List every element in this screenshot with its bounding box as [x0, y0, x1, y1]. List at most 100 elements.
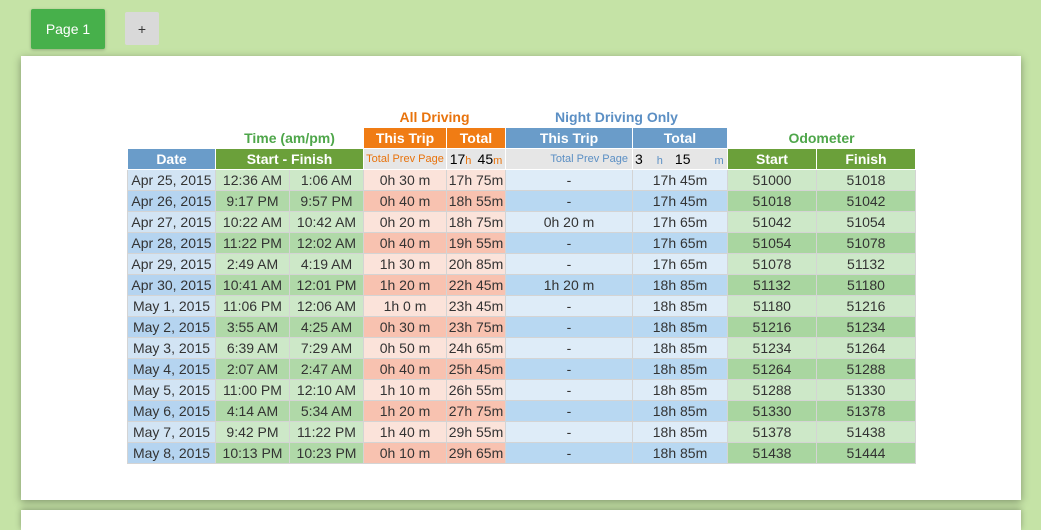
- night-total-cell[interactable]: 18h 85m: [632, 316, 728, 338]
- night-total-cell[interactable]: 18h 85m: [632, 358, 728, 380]
- finish-time-cell[interactable]: 1:06 AM: [289, 169, 364, 191]
- trip-duration-cell[interactable]: 0h 30 m: [363, 169, 447, 191]
- night-trip-cell[interactable]: 1h 20 m: [505, 274, 633, 296]
- odometer-start-cell[interactable]: 51054: [727, 232, 817, 254]
- night-total-cell[interactable]: 17h 65m: [632, 253, 728, 275]
- night-total-cell[interactable]: 18h 85m: [632, 421, 728, 443]
- trip-duration-cell[interactable]: 1h 40 m: [363, 421, 447, 443]
- start-time-cell[interactable]: 4:14 AM: [215, 400, 290, 422]
- trip-duration-cell[interactable]: 0h 40 m: [363, 358, 447, 380]
- night-total-cell[interactable]: 18h 85m: [632, 379, 728, 401]
- odometer-finish-cell[interactable]: 51042: [816, 190, 916, 212]
- finish-time-cell[interactable]: 10:23 PM: [289, 442, 364, 464]
- trip-duration-cell[interactable]: 1h 20 m: [363, 274, 447, 296]
- night-trip-cell[interactable]: -: [505, 190, 633, 212]
- night-trip-cell[interactable]: -: [505, 295, 633, 317]
- total-duration-cell[interactable]: 17h 75m: [446, 169, 506, 191]
- night-total-cell[interactable]: 17h 45m: [632, 169, 728, 191]
- odometer-start-cell[interactable]: 51216: [727, 316, 817, 338]
- trip-duration-cell[interactable]: 0h 20 m: [363, 211, 447, 233]
- date-cell[interactable]: May 8, 2015: [127, 442, 216, 464]
- total-duration-cell[interactable]: 26h 55m: [446, 379, 506, 401]
- odometer-finish-cell[interactable]: 51180: [816, 274, 916, 296]
- night-total-cell[interactable]: 18h 85m: [632, 274, 728, 296]
- start-time-cell[interactable]: 9:17 PM: [215, 190, 290, 212]
- finish-time-cell[interactable]: 12:01 PM: [289, 274, 364, 296]
- add-page-button[interactable]: +: [125, 12, 159, 45]
- night-trip-cell[interactable]: -: [505, 358, 633, 380]
- finish-time-cell[interactable]: 12:02 AM: [289, 232, 364, 254]
- odometer-finish-cell[interactable]: 51018: [816, 169, 916, 191]
- tab-page-1[interactable]: Page 1: [31, 9, 105, 49]
- start-time-cell[interactable]: 2:07 AM: [215, 358, 290, 380]
- odometer-finish-cell[interactable]: 51234: [816, 316, 916, 338]
- odometer-start-cell[interactable]: 51000: [727, 169, 817, 191]
- night-trip-cell[interactable]: -: [505, 232, 633, 254]
- total-duration-cell[interactable]: 29h 65m: [446, 442, 506, 464]
- start-time-cell[interactable]: 9:42 PM: [215, 421, 290, 443]
- trip-duration-cell[interactable]: 1h 20 m: [363, 400, 447, 422]
- night-trip-cell[interactable]: -: [505, 337, 633, 359]
- total-duration-cell[interactable]: 24h 65m: [446, 337, 506, 359]
- trip-duration-cell[interactable]: 0h 30 m: [363, 316, 447, 338]
- start-time-cell[interactable]: 2:49 AM: [215, 253, 290, 275]
- date-cell[interactable]: May 5, 2015: [127, 379, 216, 401]
- date-cell[interactable]: May 2, 2015: [127, 316, 216, 338]
- finish-time-cell[interactable]: 5:34 AM: [289, 400, 364, 422]
- odometer-start-cell[interactable]: 51234: [727, 337, 817, 359]
- odometer-finish-cell[interactable]: 51264: [816, 337, 916, 359]
- finish-time-cell[interactable]: 7:29 AM: [289, 337, 364, 359]
- start-time-cell[interactable]: 11:22 PM: [215, 232, 290, 254]
- odometer-finish-cell[interactable]: 51132: [816, 253, 916, 275]
- total-duration-cell[interactable]: 25h 45m: [446, 358, 506, 380]
- trip-duration-cell[interactable]: 0h 50 m: [363, 337, 447, 359]
- night-total-cell[interactable]: 17h 45m: [632, 190, 728, 212]
- finish-time-cell[interactable]: 9:57 PM: [289, 190, 364, 212]
- total-duration-cell[interactable]: 18h 55m: [446, 190, 506, 212]
- finish-time-cell[interactable]: 2:47 AM: [289, 358, 364, 380]
- night-trip-cell[interactable]: -: [505, 442, 633, 464]
- night-trip-cell[interactable]: -: [505, 379, 633, 401]
- date-cell[interactable]: May 7, 2015: [127, 421, 216, 443]
- night-trip-cell[interactable]: -: [505, 253, 633, 275]
- odometer-start-cell[interactable]: 51438: [727, 442, 817, 464]
- date-cell[interactable]: Apr 28, 2015: [127, 232, 216, 254]
- start-time-cell[interactable]: 6:39 AM: [215, 337, 290, 359]
- date-cell[interactable]: May 4, 2015: [127, 358, 216, 380]
- start-time-cell[interactable]: 11:00 PM: [215, 379, 290, 401]
- date-cell[interactable]: Apr 25, 2015: [127, 169, 216, 191]
- trip-duration-cell[interactable]: 0h 40 m: [363, 190, 447, 212]
- total-duration-cell[interactable]: 18h 75m: [446, 211, 506, 233]
- total-duration-cell[interactable]: 23h 45m: [446, 295, 506, 317]
- odometer-start-cell[interactable]: 51288: [727, 379, 817, 401]
- date-cell[interactable]: May 1, 2015: [127, 295, 216, 317]
- odometer-start-cell[interactable]: 51378: [727, 421, 817, 443]
- finish-time-cell[interactable]: 4:19 AM: [289, 253, 364, 275]
- night-trip-cell[interactable]: -: [505, 400, 633, 422]
- odometer-finish-cell[interactable]: 51444: [816, 442, 916, 464]
- start-time-cell[interactable]: 10:22 AM: [215, 211, 290, 233]
- trip-duration-cell[interactable]: 0h 10 m: [363, 442, 447, 464]
- start-time-cell[interactable]: 12:36 AM: [215, 169, 290, 191]
- finish-time-cell[interactable]: 4:25 AM: [289, 316, 364, 338]
- odometer-finish-cell[interactable]: 51054: [816, 211, 916, 233]
- total-duration-cell[interactable]: 23h 75m: [446, 316, 506, 338]
- odometer-finish-cell[interactable]: 51378: [816, 400, 916, 422]
- total-duration-cell[interactable]: 22h 45m: [446, 274, 506, 296]
- night-total-cell[interactable]: 18h 85m: [632, 442, 728, 464]
- start-time-cell[interactable]: 10:41 AM: [215, 274, 290, 296]
- all-prev-page-total[interactable]: 17h 45m: [446, 148, 506, 170]
- finish-time-cell[interactable]: 11:22 PM: [289, 421, 364, 443]
- odometer-finish-cell[interactable]: 51438: [816, 421, 916, 443]
- total-duration-cell[interactable]: 27h 75m: [446, 400, 506, 422]
- night-total-cell[interactable]: 18h 85m: [632, 337, 728, 359]
- date-cell[interactable]: Apr 29, 2015: [127, 253, 216, 275]
- date-cell[interactable]: May 3, 2015: [127, 337, 216, 359]
- finish-time-cell[interactable]: 12:10 AM: [289, 379, 364, 401]
- trip-duration-cell[interactable]: 1h 0 m: [363, 295, 447, 317]
- odometer-finish-cell[interactable]: 51078: [816, 232, 916, 254]
- finish-time-cell[interactable]: 12:06 AM: [289, 295, 364, 317]
- date-cell[interactable]: May 6, 2015: [127, 400, 216, 422]
- odometer-start-cell[interactable]: 51042: [727, 211, 817, 233]
- start-time-cell[interactable]: 10:13 PM: [215, 442, 290, 464]
